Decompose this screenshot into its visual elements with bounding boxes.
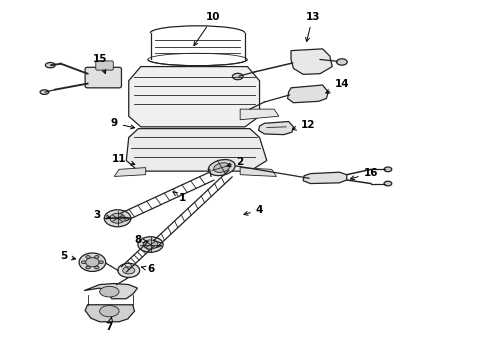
Ellipse shape xyxy=(214,163,230,172)
FancyBboxPatch shape xyxy=(96,61,113,70)
Ellipse shape xyxy=(95,256,99,258)
Polygon shape xyxy=(84,283,138,299)
Text: 16: 16 xyxy=(350,168,378,180)
Polygon shape xyxy=(259,122,294,135)
Polygon shape xyxy=(288,85,328,103)
Polygon shape xyxy=(126,129,267,171)
Text: 8: 8 xyxy=(135,235,147,245)
Ellipse shape xyxy=(86,258,99,267)
Text: 5: 5 xyxy=(60,251,75,261)
Ellipse shape xyxy=(122,267,135,274)
Text: 11: 11 xyxy=(112,154,135,165)
Text: 13: 13 xyxy=(306,12,320,41)
Ellipse shape xyxy=(95,266,99,269)
Ellipse shape xyxy=(208,159,235,176)
Ellipse shape xyxy=(99,306,119,317)
Ellipse shape xyxy=(232,73,243,80)
Ellipse shape xyxy=(79,253,106,271)
Polygon shape xyxy=(240,168,276,176)
Text: 1: 1 xyxy=(173,192,186,203)
Text: 4: 4 xyxy=(244,205,263,215)
Ellipse shape xyxy=(337,59,347,65)
Ellipse shape xyxy=(118,263,140,278)
Ellipse shape xyxy=(104,210,131,227)
Text: 12: 12 xyxy=(293,120,315,130)
Ellipse shape xyxy=(138,237,163,252)
Text: 15: 15 xyxy=(93,54,107,74)
Ellipse shape xyxy=(81,261,86,264)
Polygon shape xyxy=(240,109,279,120)
FancyBboxPatch shape xyxy=(85,67,122,88)
Polygon shape xyxy=(129,67,260,127)
Ellipse shape xyxy=(148,53,247,66)
Text: 6: 6 xyxy=(141,264,154,274)
Ellipse shape xyxy=(384,181,392,186)
Polygon shape xyxy=(85,305,135,322)
Ellipse shape xyxy=(110,213,125,223)
Ellipse shape xyxy=(40,90,49,94)
Text: 10: 10 xyxy=(194,12,221,46)
Polygon shape xyxy=(291,49,332,75)
Ellipse shape xyxy=(86,266,90,269)
Text: 9: 9 xyxy=(111,118,135,129)
Ellipse shape xyxy=(99,286,119,297)
Ellipse shape xyxy=(143,240,158,249)
Text: 3: 3 xyxy=(94,211,110,220)
Text: 7: 7 xyxy=(106,316,113,332)
Text: 14: 14 xyxy=(326,79,349,93)
Text: 2: 2 xyxy=(227,157,244,167)
Ellipse shape xyxy=(46,63,55,68)
Polygon shape xyxy=(303,172,347,184)
Ellipse shape xyxy=(86,256,90,258)
Polygon shape xyxy=(114,168,146,176)
Ellipse shape xyxy=(384,167,392,172)
Ellipse shape xyxy=(99,261,103,264)
